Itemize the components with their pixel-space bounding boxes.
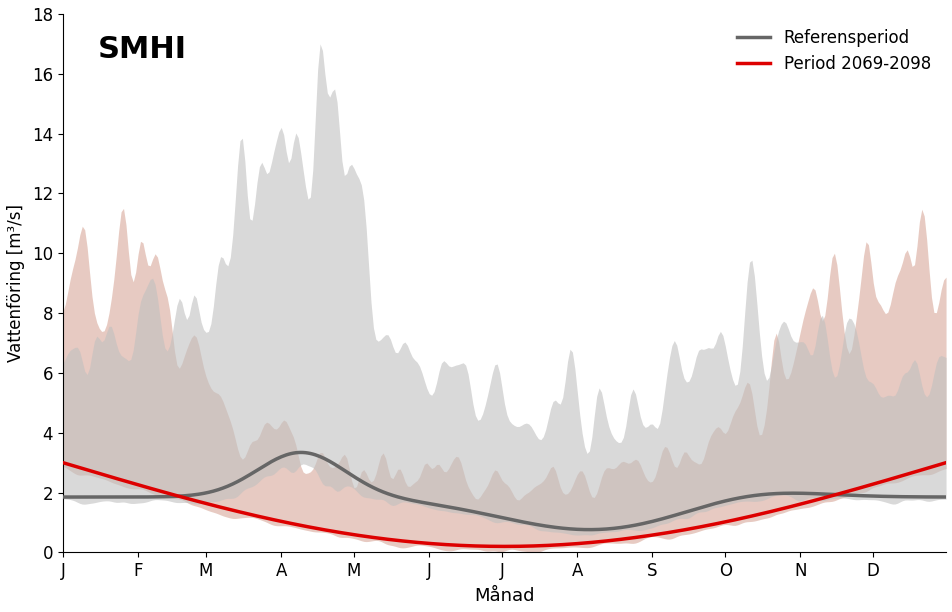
Legend: Referensperiod, Period 2069-2098: Referensperiod, Period 2069-2098 <box>729 22 937 80</box>
Y-axis label: Vattenföring [m³/s]: Vattenföring [m³/s] <box>7 204 25 362</box>
X-axis label: Månad: Månad <box>474 587 534 605</box>
Text: SMHI: SMHI <box>98 35 188 64</box>
